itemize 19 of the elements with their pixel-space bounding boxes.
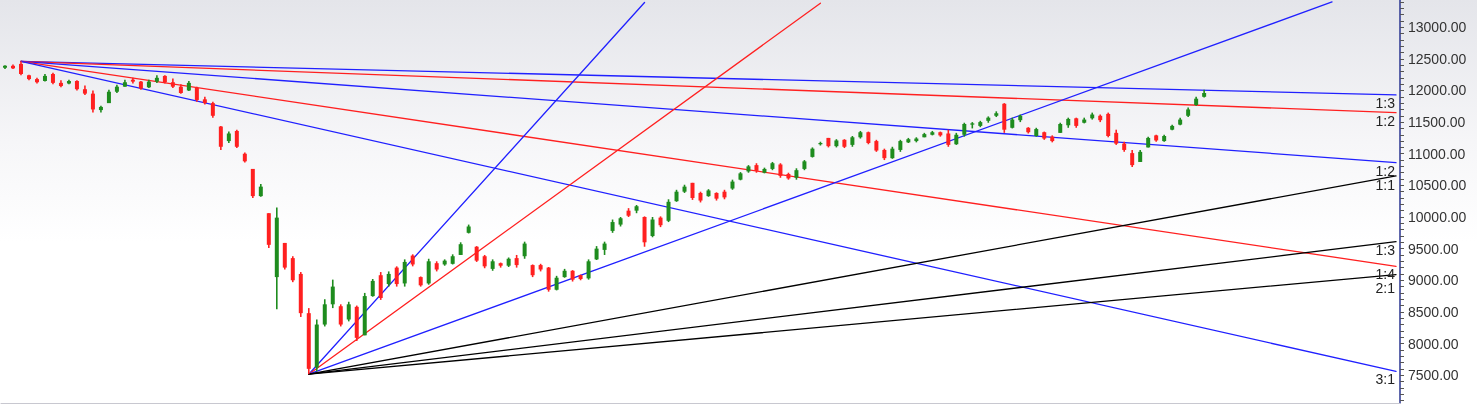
y-tick-label: 11500.00 xyxy=(1408,114,1466,131)
y-tick-label: 12000.00 xyxy=(1408,82,1467,99)
series-label: 1:3 xyxy=(1375,241,1396,258)
y-tick-label: 11000.00 xyxy=(1408,145,1466,162)
y-tick-label: 9500.00 xyxy=(1408,240,1459,257)
series-label: 1:3 xyxy=(1375,94,1396,111)
y-tick-label: 12500.00 xyxy=(1408,50,1467,67)
series-label: 3:1 xyxy=(1375,371,1396,388)
y-tick-label: 8500.00 xyxy=(1408,303,1459,320)
y-tick-label: 9000.00 xyxy=(1408,272,1459,289)
series-label: 2:1 xyxy=(1375,280,1396,297)
series-label: 1:2 xyxy=(1375,112,1396,129)
series-label: 1:2 xyxy=(1375,162,1396,179)
y-tick-label: 10500.00 xyxy=(1408,177,1467,194)
y-tick-label: 10000.00 xyxy=(1408,209,1467,225)
y-tick-label: 8000.00 xyxy=(1408,335,1459,352)
y-tick-label: 7500.00 xyxy=(1408,367,1459,384)
y-tick-label: 13000.00 xyxy=(1408,19,1467,36)
series-label: 1:1 xyxy=(1375,176,1396,193)
